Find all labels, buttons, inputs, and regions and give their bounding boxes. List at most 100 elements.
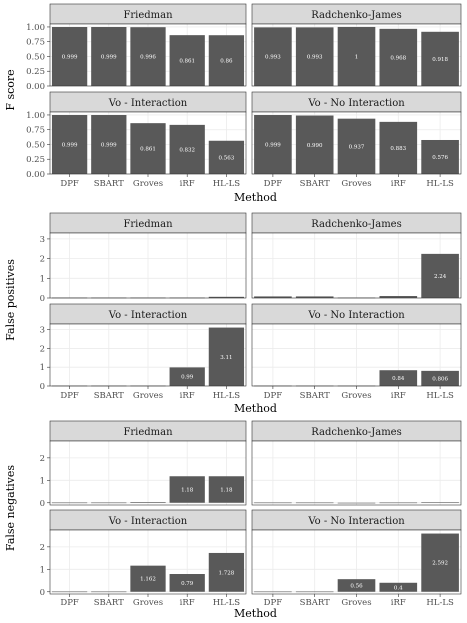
panel-vo-interaction: Vo - Interaction 0.99 3.11 0 1 2 3 DPF SBART Grov… bbox=[40, 303, 247, 401]
bar-hl-ls bbox=[208, 327, 245, 386]
panel-radchenko-james: Radchenko-James bbox=[251, 420, 462, 506]
y-tick-label: 0.50 bbox=[26, 52, 45, 62]
y-tick-label: 0.75 bbox=[26, 38, 45, 48]
x-tick-label-dpf: DPF bbox=[264, 391, 283, 401]
y-tick-label: 0 bbox=[40, 294, 45, 304]
bar-dpf bbox=[51, 502, 88, 504]
bar-value-label: 0.86 bbox=[220, 59, 233, 65]
bar-irf bbox=[169, 124, 205, 174]
y-tick-label: 2 bbox=[40, 255, 45, 265]
bar-hl-ls bbox=[421, 139, 459, 174]
bar-irf bbox=[379, 582, 418, 592]
x-tick-label-sbart: SBART bbox=[94, 179, 124, 189]
bar-value-label: 0.99 bbox=[181, 375, 194, 381]
bar-value-label: 0.937 bbox=[349, 144, 365, 150]
y-tick-label: 0.25 bbox=[26, 155, 45, 165]
bar-value-label: 1 bbox=[355, 54, 359, 60]
bar-hl-ls bbox=[421, 533, 459, 592]
y-tick-label: 2 bbox=[40, 344, 45, 354]
y-tick-label: 0 bbox=[40, 499, 45, 509]
panel-border bbox=[49, 440, 247, 506]
x-tick-label-dpf: DPF bbox=[60, 179, 79, 189]
facet-title: Vo - No Interaction bbox=[307, 516, 405, 527]
bar-groves bbox=[130, 123, 166, 174]
bar-value-label: 0.968 bbox=[390, 55, 406, 61]
y-tick-label: 0 bbox=[40, 382, 45, 392]
y-tick-label: 3 bbox=[40, 326, 45, 336]
bar-value-label: 1.728 bbox=[219, 570, 235, 576]
panel-border bbox=[49, 23, 247, 87]
bar-groves bbox=[130, 565, 166, 592]
panel-vo-no-interaction: Vo - No Interaction 0.999 0.990 0.937 0.883 0… bbox=[251, 91, 462, 189]
bar-value-label: 0.993 bbox=[265, 55, 281, 61]
x-tick-label-groves: Groves bbox=[341, 391, 371, 401]
y-tick-label: 1 bbox=[40, 565, 45, 575]
y-axis-title: F score bbox=[4, 69, 17, 110]
x-tick-label-dpf: DPF bbox=[264, 598, 283, 608]
bar-irf bbox=[169, 367, 205, 386]
x-tick-label-irf: iRF bbox=[180, 598, 195, 608]
bar-hl-ls bbox=[208, 35, 245, 86]
y-axis-title: False negatives bbox=[4, 465, 17, 551]
bar-irf bbox=[379, 296, 418, 298]
y-tick-label: 0.25 bbox=[26, 67, 45, 77]
x-tick-label-sbart: SBART bbox=[300, 598, 330, 608]
x-axis-title: Method bbox=[234, 402, 277, 415]
bar-sbart bbox=[91, 502, 127, 504]
facet-title: Friedman bbox=[123, 427, 173, 438]
x-tick-label-hl-ls: HL-LS bbox=[426, 391, 454, 401]
x-tick-label-groves: Groves bbox=[133, 391, 163, 401]
bar-groves bbox=[337, 579, 376, 592]
x-tick-label-hl-ls: HL-LS bbox=[213, 179, 241, 189]
bar-value-label: 0.999 bbox=[101, 55, 117, 61]
x-tick-label-groves: Groves bbox=[341, 179, 371, 189]
bar-sbart bbox=[91, 27, 127, 86]
x-tick-label-irf: iRF bbox=[180, 179, 195, 189]
bar-sbart bbox=[295, 591, 334, 593]
chart-block-false-negatives: Friedman 1.18 1.18 0 1 2 Radchenko-James Vo - I… bbox=[4, 420, 462, 620]
panel-border bbox=[251, 232, 462, 299]
x-tick-label-irf: iRF bbox=[391, 391, 406, 401]
bar-value-label: 0.999 bbox=[101, 143, 117, 149]
facet-title: Vo - Interaction bbox=[108, 98, 188, 109]
chart-block-false-positives: Friedman 0 1 2 3 Radchenko-James 2.24 Vo - Inte… bbox=[4, 212, 462, 415]
y-axis-title: False positives bbox=[4, 259, 17, 341]
bar-value-label: 0.918 bbox=[432, 57, 448, 63]
y-tick-label: 0 bbox=[40, 588, 45, 598]
panel-friedman: Friedman 1.18 1.18 0 1 2 bbox=[40, 420, 247, 509]
x-tick-label-dpf: DPF bbox=[60, 598, 79, 608]
bar-value-label: 2.592 bbox=[432, 561, 448, 567]
x-tick-label-irf: iRF bbox=[180, 391, 195, 401]
x-tick-label-hl-ls: HL-LS bbox=[426, 179, 454, 189]
bar-value-label: 0.999 bbox=[62, 143, 78, 149]
bar-irf bbox=[169, 574, 205, 592]
x-tick-label-hl-ls: HL-LS bbox=[213, 391, 241, 401]
bar-dpf bbox=[51, 591, 88, 593]
y-tick-label: 1 bbox=[40, 363, 45, 373]
bar-value-label: 0.861 bbox=[140, 147, 156, 153]
panel-vo-interaction: Vo - Interaction 0.999 0.999 0.861 0.832 0.56… bbox=[26, 91, 247, 189]
panel-vo-no-interaction: Vo - No Interaction 0.56 0.4 2.592 DPF SBART G… bbox=[251, 509, 462, 608]
bar-groves bbox=[337, 118, 376, 174]
bar-irf bbox=[379, 502, 418, 504]
y-tick-label: 1.00 bbox=[26, 111, 45, 121]
panel-friedman: Friedman 0 1 2 3 bbox=[40, 212, 247, 304]
y-tick-label: 3 bbox=[40, 235, 45, 245]
panel-vo-interaction: Vo - Interaction 1.162 0.79 1.728 0 1 2 DPF SBAR… bbox=[40, 509, 247, 608]
bar-dpf bbox=[51, 115, 88, 174]
bar-value-label: 0.832 bbox=[179, 147, 195, 153]
bar-value-label: 0.996 bbox=[140, 55, 156, 61]
facet-title: Radchenko-James bbox=[311, 219, 401, 230]
x-axis-title: Method bbox=[234, 191, 277, 204]
y-tick-label: 1 bbox=[40, 274, 45, 284]
panel-vo-no-interaction: Vo - No Interaction 0.84 0.806 DPF SBART Grov… bbox=[251, 303, 462, 401]
bar-irf bbox=[379, 121, 418, 174]
chart-block-f-score: Friedman 0.999 0.999 0.996 0.861 0.86 0.00 0.25… bbox=[4, 3, 462, 204]
x-tick-label-hl-ls: HL-LS bbox=[426, 598, 454, 608]
x-tick-label-groves: Groves bbox=[341, 598, 371, 608]
x-tick-label-groves: Groves bbox=[133, 598, 163, 608]
y-tick-label: 2 bbox=[40, 543, 45, 553]
bar-value-label: 1.18 bbox=[220, 488, 233, 494]
bar-value-label: 0.79 bbox=[181, 581, 194, 587]
x-tick-label-sbart: SBART bbox=[300, 179, 330, 189]
